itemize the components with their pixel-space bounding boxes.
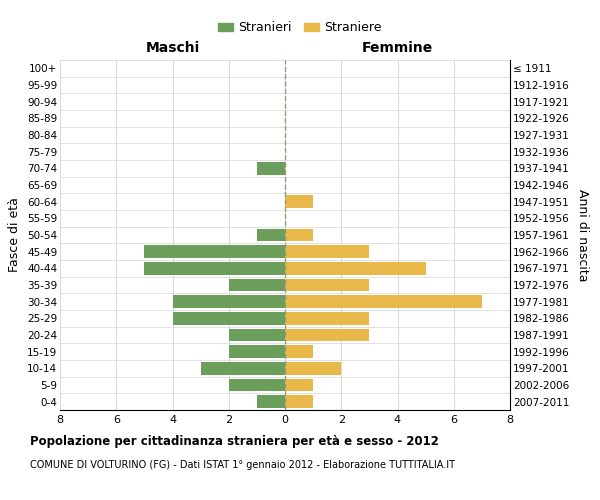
- Bar: [285, 246, 370, 258]
- Bar: [257, 162, 285, 174]
- Text: Maschi: Maschi: [145, 41, 200, 55]
- Bar: [285, 346, 313, 358]
- Bar: [285, 279, 370, 291]
- Text: Popolazione per cittadinanza straniera per età e sesso - 2012: Popolazione per cittadinanza straniera p…: [30, 435, 439, 448]
- Bar: [173, 312, 285, 324]
- Bar: [200, 362, 285, 374]
- Bar: [285, 396, 313, 408]
- Bar: [257, 229, 285, 241]
- Bar: [285, 362, 341, 374]
- Bar: [229, 329, 285, 341]
- Bar: [257, 396, 285, 408]
- Bar: [145, 262, 285, 274]
- Bar: [145, 246, 285, 258]
- Bar: [229, 346, 285, 358]
- Bar: [229, 279, 285, 291]
- Bar: [285, 379, 313, 391]
- Y-axis label: Anni di nascita: Anni di nascita: [576, 188, 589, 281]
- Y-axis label: Fasce di età: Fasce di età: [8, 198, 22, 272]
- Bar: [229, 379, 285, 391]
- Bar: [285, 196, 313, 208]
- Bar: [285, 262, 425, 274]
- Legend: Stranieri, Straniere: Stranieri, Straniere: [213, 16, 387, 40]
- Text: Femmine: Femmine: [362, 41, 433, 55]
- Text: COMUNE DI VOLTURINO (FG) - Dati ISTAT 1° gennaio 2012 - Elaborazione TUTTITALIA.: COMUNE DI VOLTURINO (FG) - Dati ISTAT 1°…: [30, 460, 455, 470]
- Bar: [285, 296, 482, 308]
- Bar: [285, 312, 370, 324]
- Bar: [173, 296, 285, 308]
- Bar: [285, 329, 370, 341]
- Bar: [285, 229, 313, 241]
